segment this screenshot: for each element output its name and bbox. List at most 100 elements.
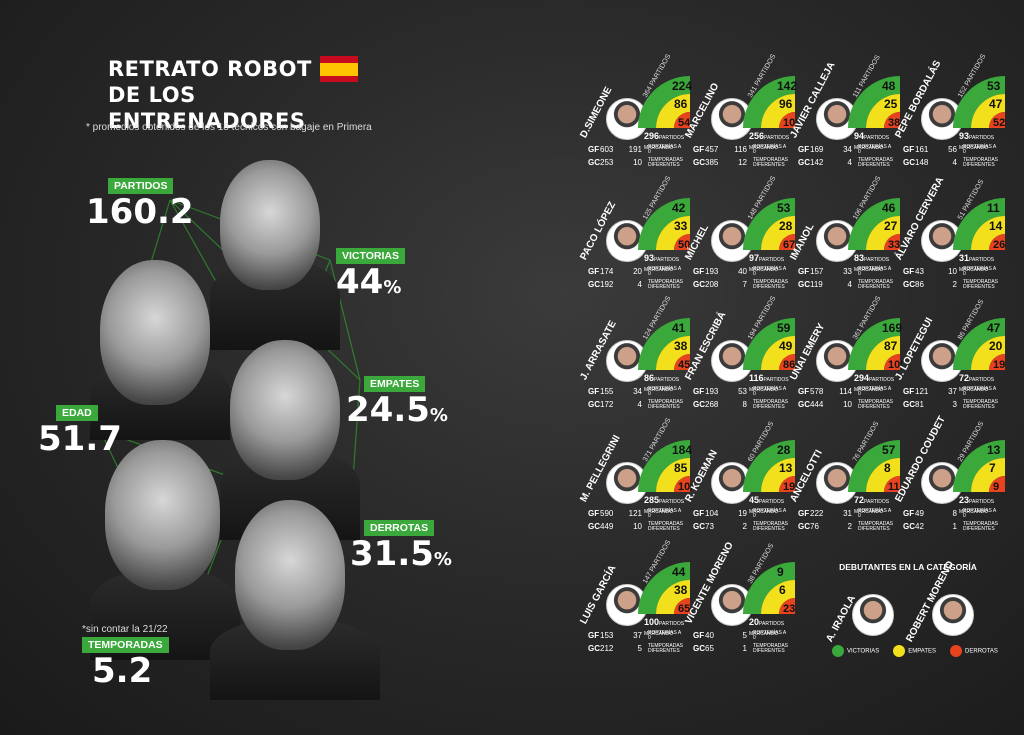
victorias-value: 47 bbox=[987, 321, 1001, 335]
portrait-pellegrini bbox=[100, 260, 210, 405]
gauge-derrotas bbox=[989, 354, 1005, 370]
empates-value: 25 bbox=[884, 97, 898, 111]
partidos-marcando: 116PARTIDOS MARCANDO bbox=[749, 373, 789, 393]
gc-row: GC 208 7 TEMPORADAS DIFERENTES bbox=[693, 278, 789, 290]
coach-name: EDUARDO COUDET bbox=[893, 414, 948, 504]
victorias-value: 53 bbox=[777, 201, 791, 215]
stat-value: 31.5 bbox=[350, 534, 434, 574]
goal-stats: GF 457 116 PORTERÍAS A 0 GC 385 12 TEMPORADAS D… bbox=[693, 143, 805, 169]
spain-flag-icon bbox=[319, 56, 358, 82]
goal-stats: GF 40 5 PORTERÍAS A 0 GC 65 1 TEMPORADAS DIFERE… bbox=[693, 629, 805, 655]
gf-row: GF 153 37 PORTERÍAS A 0 bbox=[588, 629, 681, 641]
gf-row: GF 193 53 PORTERÍAS A 0 bbox=[693, 385, 786, 397]
gf-row: GF 193 40 PORTERÍAS A 0 bbox=[693, 265, 786, 277]
goal-stats: GF 43 10 PORTERÍAS A 0 GC 86 2 TEMPORADAS DIFER… bbox=[903, 265, 1015, 291]
gauge-victorias bbox=[953, 76, 1005, 128]
coach-card: D.SIMEONE 224 86 54 364 PARTIDOS 296PARTIDOS … bbox=[578, 53, 698, 170]
gauge-empates bbox=[656, 580, 690, 614]
partidos-marcando: 20PARTIDOS MARCANDO bbox=[749, 617, 785, 637]
derrotas-value: 65 bbox=[678, 603, 690, 615]
gf-row: GF 457 116 PORTERÍAS A 0 bbox=[693, 143, 786, 155]
gf-row: GF 603 191 PORTERÍAS A 0 bbox=[588, 143, 681, 155]
victorias-value: 41 bbox=[672, 321, 686, 335]
victorias-value: 46 bbox=[882, 201, 896, 215]
legend-victorias: VICTORIAS bbox=[832, 645, 879, 657]
stat-label: VICTORIAS bbox=[336, 248, 405, 264]
gauge-victorias bbox=[638, 198, 690, 250]
derrotas-value: 38 bbox=[888, 117, 900, 129]
coach-name: J. ARRASATE bbox=[578, 318, 619, 382]
gf-row: GF 222 31 PORTERÍAS A 0 bbox=[798, 507, 891, 519]
gauge-victorias bbox=[848, 440, 900, 492]
avatar bbox=[852, 594, 894, 636]
title-line-2: DE LOS ENTRENADORES bbox=[108, 83, 306, 133]
gf-row: GF 43 10 PORTERÍAS A 0 bbox=[903, 265, 996, 277]
coach-name: MÍCHEL bbox=[683, 222, 712, 262]
gc-row: GC 253 10 TEMPORADAS DIFERENTES bbox=[588, 156, 684, 168]
gauge-empates bbox=[971, 216, 1005, 250]
derrotas-value: 9 bbox=[993, 481, 999, 493]
gauge-derrotas bbox=[989, 234, 1005, 250]
derrotas-value: 54 bbox=[678, 117, 691, 129]
partidos-marcando: 72PARTIDOS MARCANDO bbox=[959, 373, 995, 393]
empates-value: 20 bbox=[989, 339, 1003, 353]
gc-row: GC 119 4 TEMPORADAS DIFERENTES bbox=[798, 278, 894, 290]
coach-card: VICENTE MORENO 9 6 23 38 PARTIDOS 20PARTIDOS … bbox=[683, 540, 805, 656]
empates-value: 85 bbox=[674, 461, 688, 475]
coach-name: LUIS GARCÍA bbox=[578, 563, 619, 626]
results-gauge: 42 33 50 bbox=[638, 198, 690, 251]
coach-name: D.SIMEONE bbox=[578, 85, 615, 140]
empates-value: 8 bbox=[884, 461, 891, 475]
goal-stats: GF 121 37 PORTERÍAS A 0 GC 81 3 TEMPORADAS DIFE… bbox=[903, 385, 1015, 411]
derrotas-value: 103 bbox=[783, 117, 797, 129]
gauge-empates bbox=[866, 94, 900, 128]
partidos-marcando: 31PARTIDOS MARCANDO bbox=[959, 253, 995, 273]
gf-row: GF 49 8 PORTERÍAS A 0 bbox=[903, 507, 996, 519]
gauge-empates bbox=[866, 336, 900, 370]
coach-card: FRAN ESCRIBÁ 59 49 86 194 PARTIDOS 116PARTIDO… bbox=[683, 295, 803, 412]
derrotas-value: 11 bbox=[888, 481, 900, 493]
results-gauge: 44 38 65 bbox=[638, 562, 690, 615]
goal-stats: GF 578 114 PORTERÍAS A 0 GC 444 10 TEMPORADAS D… bbox=[798, 385, 910, 411]
gf-row: GF 161 56 PORTERÍAS A 0 bbox=[903, 143, 996, 155]
coach-card: MÍCHEL 53 28 67 148 PARTIDOS 97PARTIDOS MARCA… bbox=[683, 175, 803, 292]
gc-row: GC 212 5 TEMPORADAS DIFERENTES bbox=[588, 642, 684, 654]
coach-card: R. KOEMAN 28 13 19 60 PARTIDOS 45PARTIDOS MAR… bbox=[683, 421, 803, 534]
derrotas-value: 105 bbox=[888, 359, 902, 371]
gauge-empates bbox=[761, 458, 795, 492]
victorias-value: 59 bbox=[777, 321, 791, 335]
gauge-derrotas bbox=[989, 112, 1005, 128]
partidos-marcando: 72PARTIDOS MARCANDO bbox=[854, 495, 890, 515]
stat-value: 24.5 bbox=[346, 390, 430, 430]
partidos-marcando: 83PARTIDOS MARCANDO bbox=[854, 253, 890, 273]
gauge-derrotas bbox=[884, 476, 900, 492]
gauge-victorias bbox=[743, 318, 795, 370]
gauge-derrotas bbox=[779, 598, 795, 614]
stat-label: EMPATES bbox=[364, 376, 426, 392]
coaches-collage bbox=[70, 140, 390, 700]
partidos-marcando: 86PARTIDOS MARCANDO bbox=[644, 373, 680, 393]
victorias-value: 44 bbox=[672, 565, 686, 579]
legend: VICTORIAS EMPATES DERROTAS bbox=[832, 645, 998, 657]
empates-value: 7 bbox=[989, 461, 996, 475]
coach-card: UNAI EMERY16987105361 PARTIDOS294PARTIDO… bbox=[788, 295, 910, 412]
gauge-empates bbox=[761, 216, 795, 250]
coach-name: FRAN ESCRIBÁ bbox=[683, 310, 729, 382]
goal-stats: GF 157 33 PORTERÍAS A 0 GC 119 4 TEMPORADAS DIF… bbox=[798, 265, 910, 291]
derrotas-value: 19 bbox=[993, 359, 1005, 371]
stat-temporadas: *sin contar la 21/22 TEMPORADAS 5.2 bbox=[82, 624, 169, 689]
gauge-empates bbox=[761, 580, 795, 614]
avatar bbox=[711, 340, 753, 382]
results-gauge: 184 85 102 bbox=[638, 440, 692, 493]
derrotas-value: 52 bbox=[993, 117, 1005, 129]
gc-row: GC 444 10 TEMPORADAS DIFERENTES bbox=[798, 398, 894, 410]
gauge-derrotas bbox=[779, 234, 795, 250]
gauge-empates bbox=[761, 336, 795, 370]
partidos-marcando: 294PARTIDOS MARCANDO bbox=[854, 373, 895, 393]
coach-name: PACO LÓPEZ bbox=[578, 200, 619, 262]
gc-row: GC 268 8 TEMPORADAS DIFERENTES bbox=[693, 398, 789, 410]
coach-card: M. PELLEGRINI18485102371 PARTIDOS285PART… bbox=[578, 417, 698, 534]
results-gauge: 169 87 105 bbox=[848, 318, 902, 371]
gauge-empates bbox=[971, 94, 1005, 128]
gauge-derrotas bbox=[674, 112, 690, 128]
